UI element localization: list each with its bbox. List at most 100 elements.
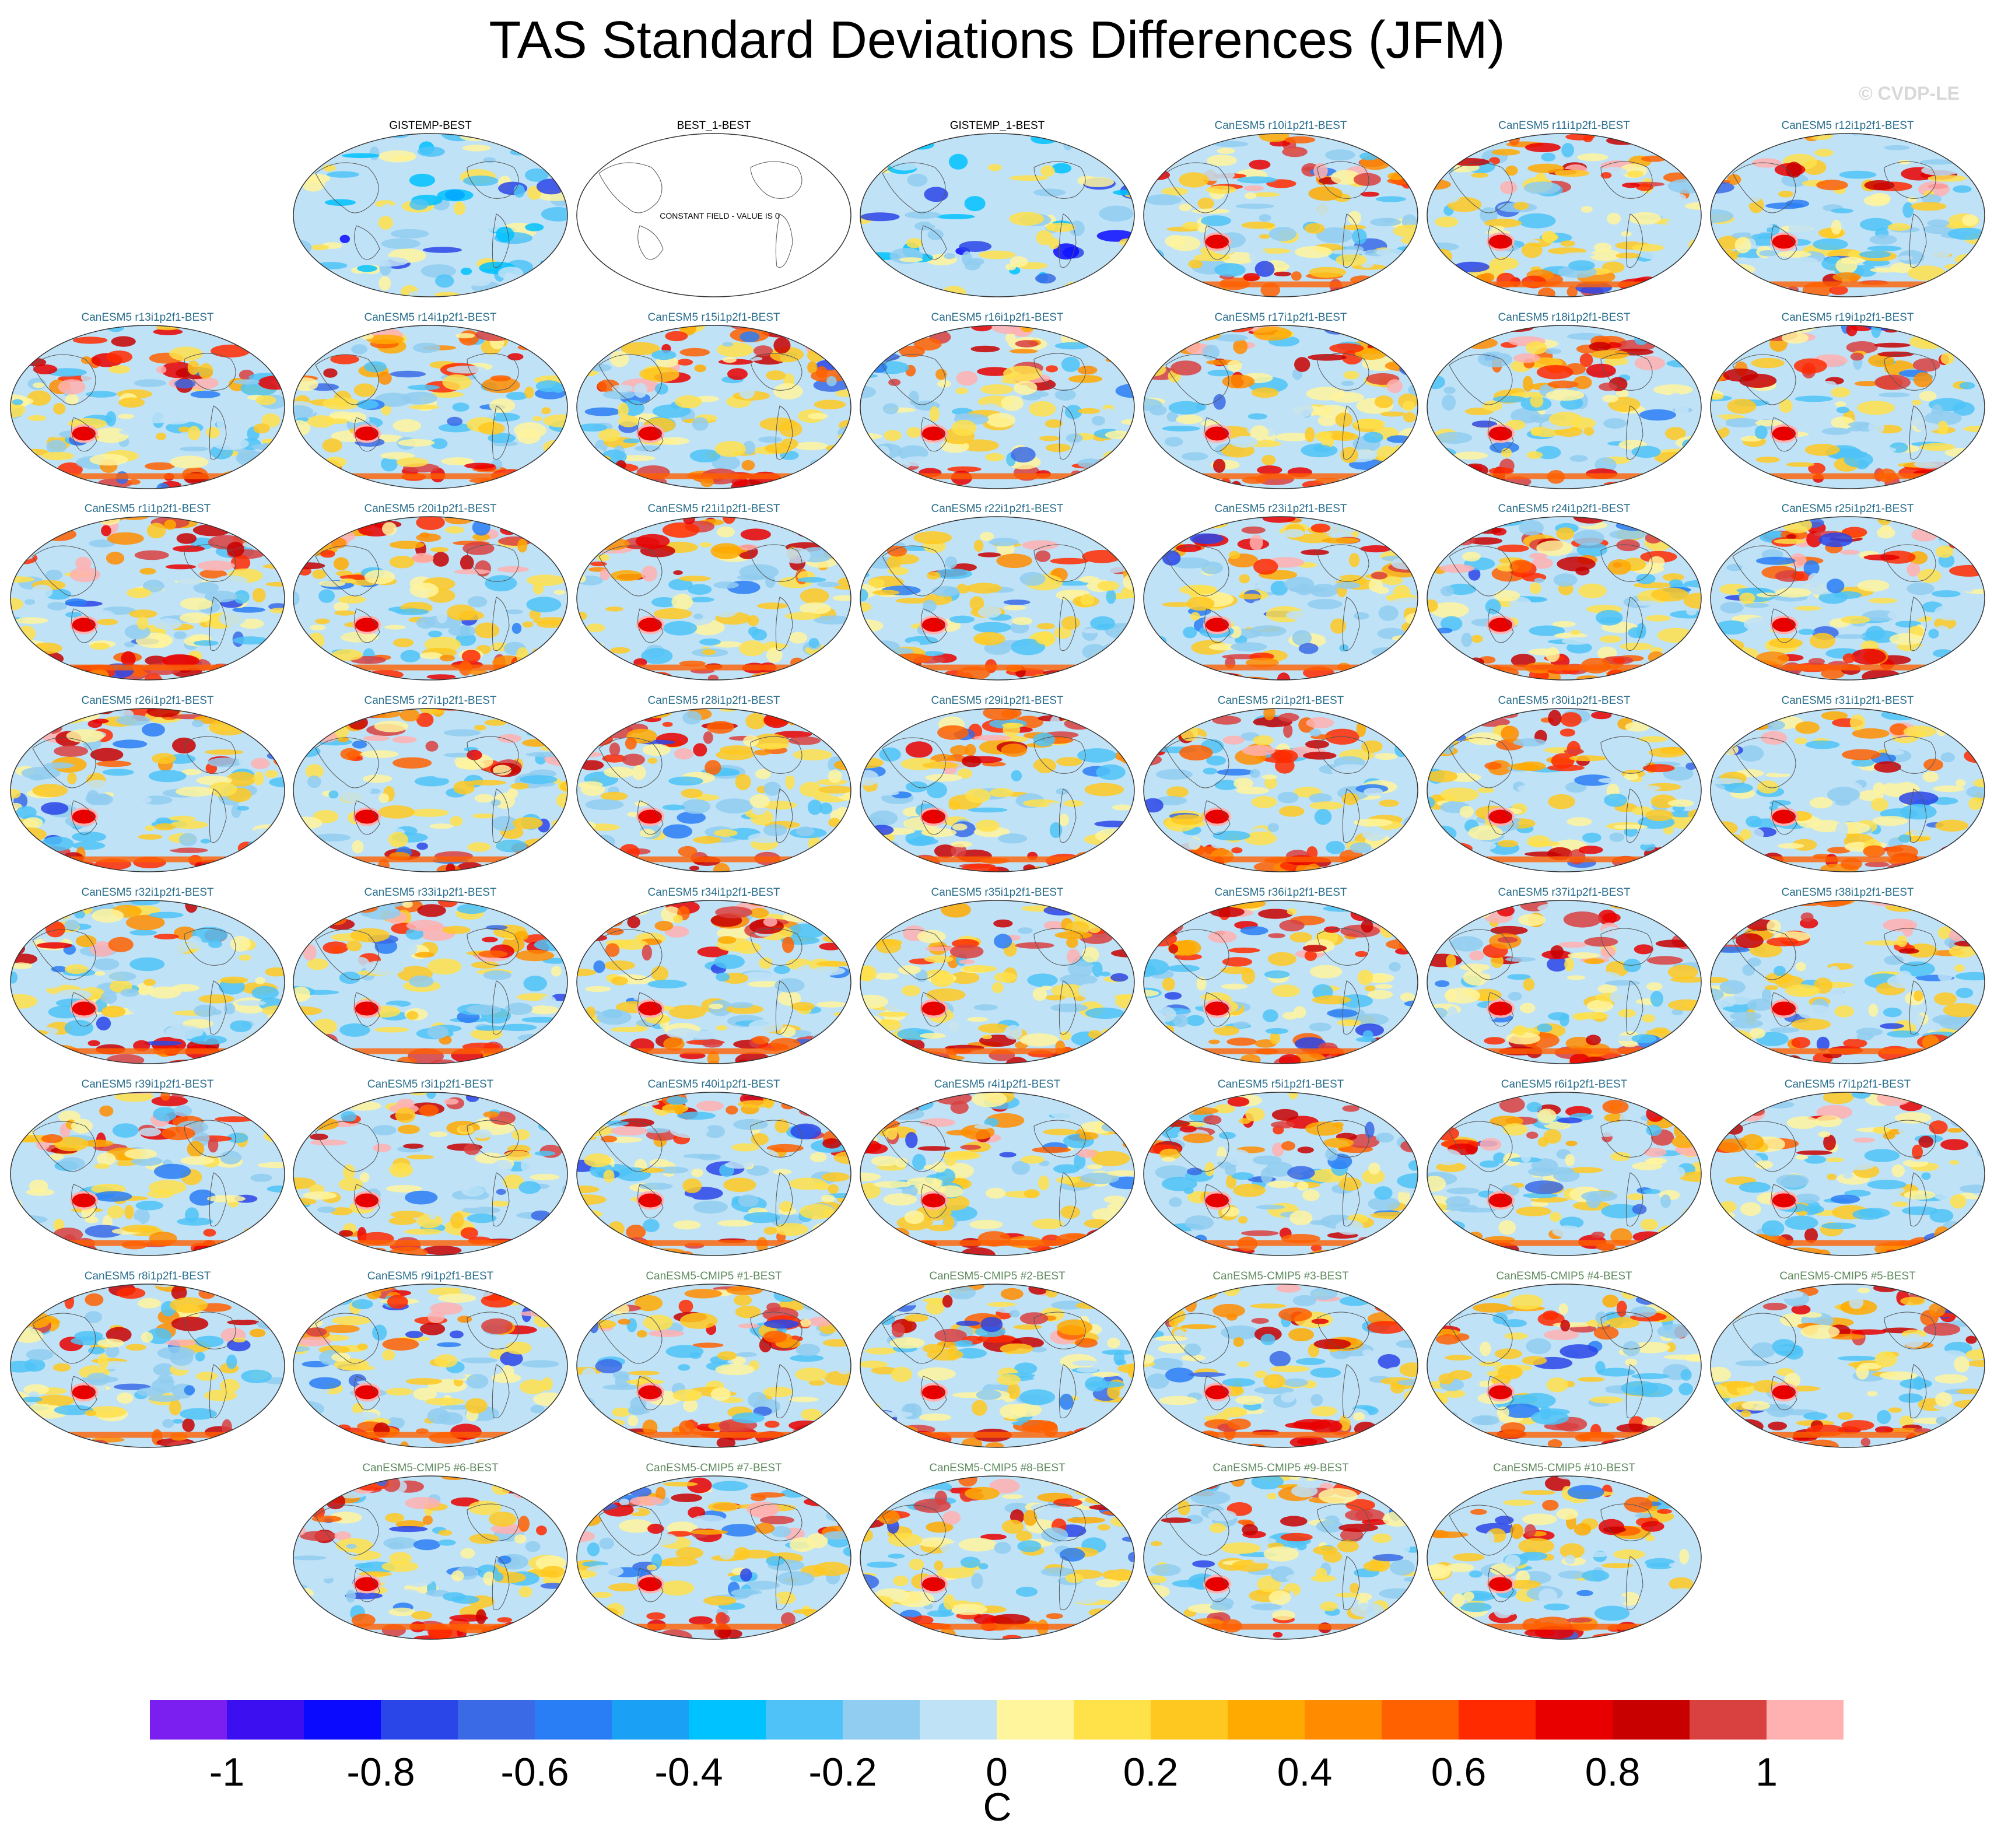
anomaly-patch [1798,629,1815,635]
anomaly-patch [238,862,261,872]
anomaly-patch [1922,772,1939,783]
anomaly-patch [1561,637,1592,645]
anomaly-patch [937,725,969,740]
anomaly-patch [1584,958,1604,965]
anomaly-patch [1144,325,1158,332]
anomaly-patch [11,458,24,465]
anomaly-patch [922,599,937,613]
anomaly-patch [1033,732,1056,746]
anomaly-patch [1182,222,1200,230]
anomaly-patch [44,1044,79,1060]
anomaly-patch [1550,945,1564,958]
anomaly-patch [444,517,474,525]
anomaly-patch [1013,381,1038,395]
anomaly-patch [867,790,899,796]
anomaly-patch [1939,141,1966,157]
anomaly-patch [1186,1015,1205,1026]
anomaly-patch [1390,325,1418,329]
anomaly-patch [1634,600,1660,606]
anomaly-patch [1622,482,1643,489]
anomaly-patch [1622,183,1640,188]
anomaly-patch [1962,214,1978,226]
anomaly-patch [1148,262,1166,269]
anomaly-patch [1726,564,1743,571]
anomaly-patch [483,970,511,980]
anomaly-patch [1144,338,1175,345]
anomaly-patch [409,975,434,987]
anomaly-patch [1862,669,1901,680]
anomaly-patch [874,973,899,980]
anomaly-patch [1623,134,1654,142]
world-map [1710,708,1985,872]
anomaly-patch [1921,165,1960,176]
anomaly-patch [1754,326,1777,336]
anomaly-patch [1953,328,1967,339]
anomaly-patch [1273,263,1290,271]
anomaly-patch [917,930,946,944]
anomaly-patch [1574,774,1612,786]
anomaly-patch [323,397,360,410]
anomaly-patch [165,564,196,570]
anomaly-patch [46,440,66,454]
anomaly-patch [1620,643,1653,651]
anomaly-patch [924,187,948,202]
anomaly-patch [93,958,120,970]
anomaly-patch [1438,710,1466,719]
anomaly-patch [905,741,933,758]
anomaly-patch [338,861,349,872]
anomaly-patch [1165,1060,1194,1064]
australia-region [1486,615,1515,634]
anomaly-patch [230,1020,252,1032]
anomaly-patch [1094,735,1118,748]
anomaly-patch [1235,900,1249,903]
anomaly-patch [1119,238,1134,246]
anomaly-patch [1940,752,1955,763]
anomaly-patch [93,718,109,724]
anomaly-patch [154,823,176,830]
anomaly-patch [1734,278,1757,290]
anomaly-patch [1452,1054,1473,1064]
anomaly-patch [499,1023,537,1032]
anomaly-patch [1178,980,1190,987]
anomaly-patch [784,612,821,620]
australia-region [69,999,98,1018]
anomaly-patch [1484,979,1504,990]
anomaly-patch [366,334,404,345]
anomaly-patch [839,846,851,855]
anomaly-patch [1241,222,1275,229]
anomaly-patch [1162,136,1172,145]
anomaly-patch [1943,719,1974,732]
anomaly-patch [118,413,135,419]
anomaly-patch [92,909,124,923]
anomaly-patch [1401,523,1417,531]
anomaly-patch [702,649,716,655]
anomaly-patch [257,717,285,728]
anomaly-patch [870,860,902,872]
anomaly-patch [1568,260,1595,271]
anomaly-patch [475,1025,503,1031]
anomaly-patch [1831,219,1842,235]
anomaly-patch [1841,615,1870,624]
anomaly-patch [525,223,544,232]
anomaly-patch [577,734,602,742]
anomaly-patch [1711,458,1718,468]
anomaly-patch [1397,158,1418,173]
anomaly-patch [931,585,959,597]
anomaly-patch [1667,799,1694,807]
anomaly-patch [485,575,517,592]
anomaly-patch [1590,972,1621,983]
anomaly-patch [307,775,321,788]
map-outline [576,133,851,297]
anomaly-patch [1965,482,1985,489]
anomaly-patch [1438,136,1457,148]
anomaly-patch [1407,138,1417,154]
anomaly-patch [208,940,222,948]
anomaly-patch [1518,213,1556,229]
anomaly-patch [363,735,390,741]
anomaly-patch [10,359,19,370]
anomaly-patch [390,370,426,378]
anomaly-patch [342,709,356,716]
anomaly-patch [1151,518,1164,525]
coastline [1449,736,1653,843]
anomaly-patch [293,546,310,554]
